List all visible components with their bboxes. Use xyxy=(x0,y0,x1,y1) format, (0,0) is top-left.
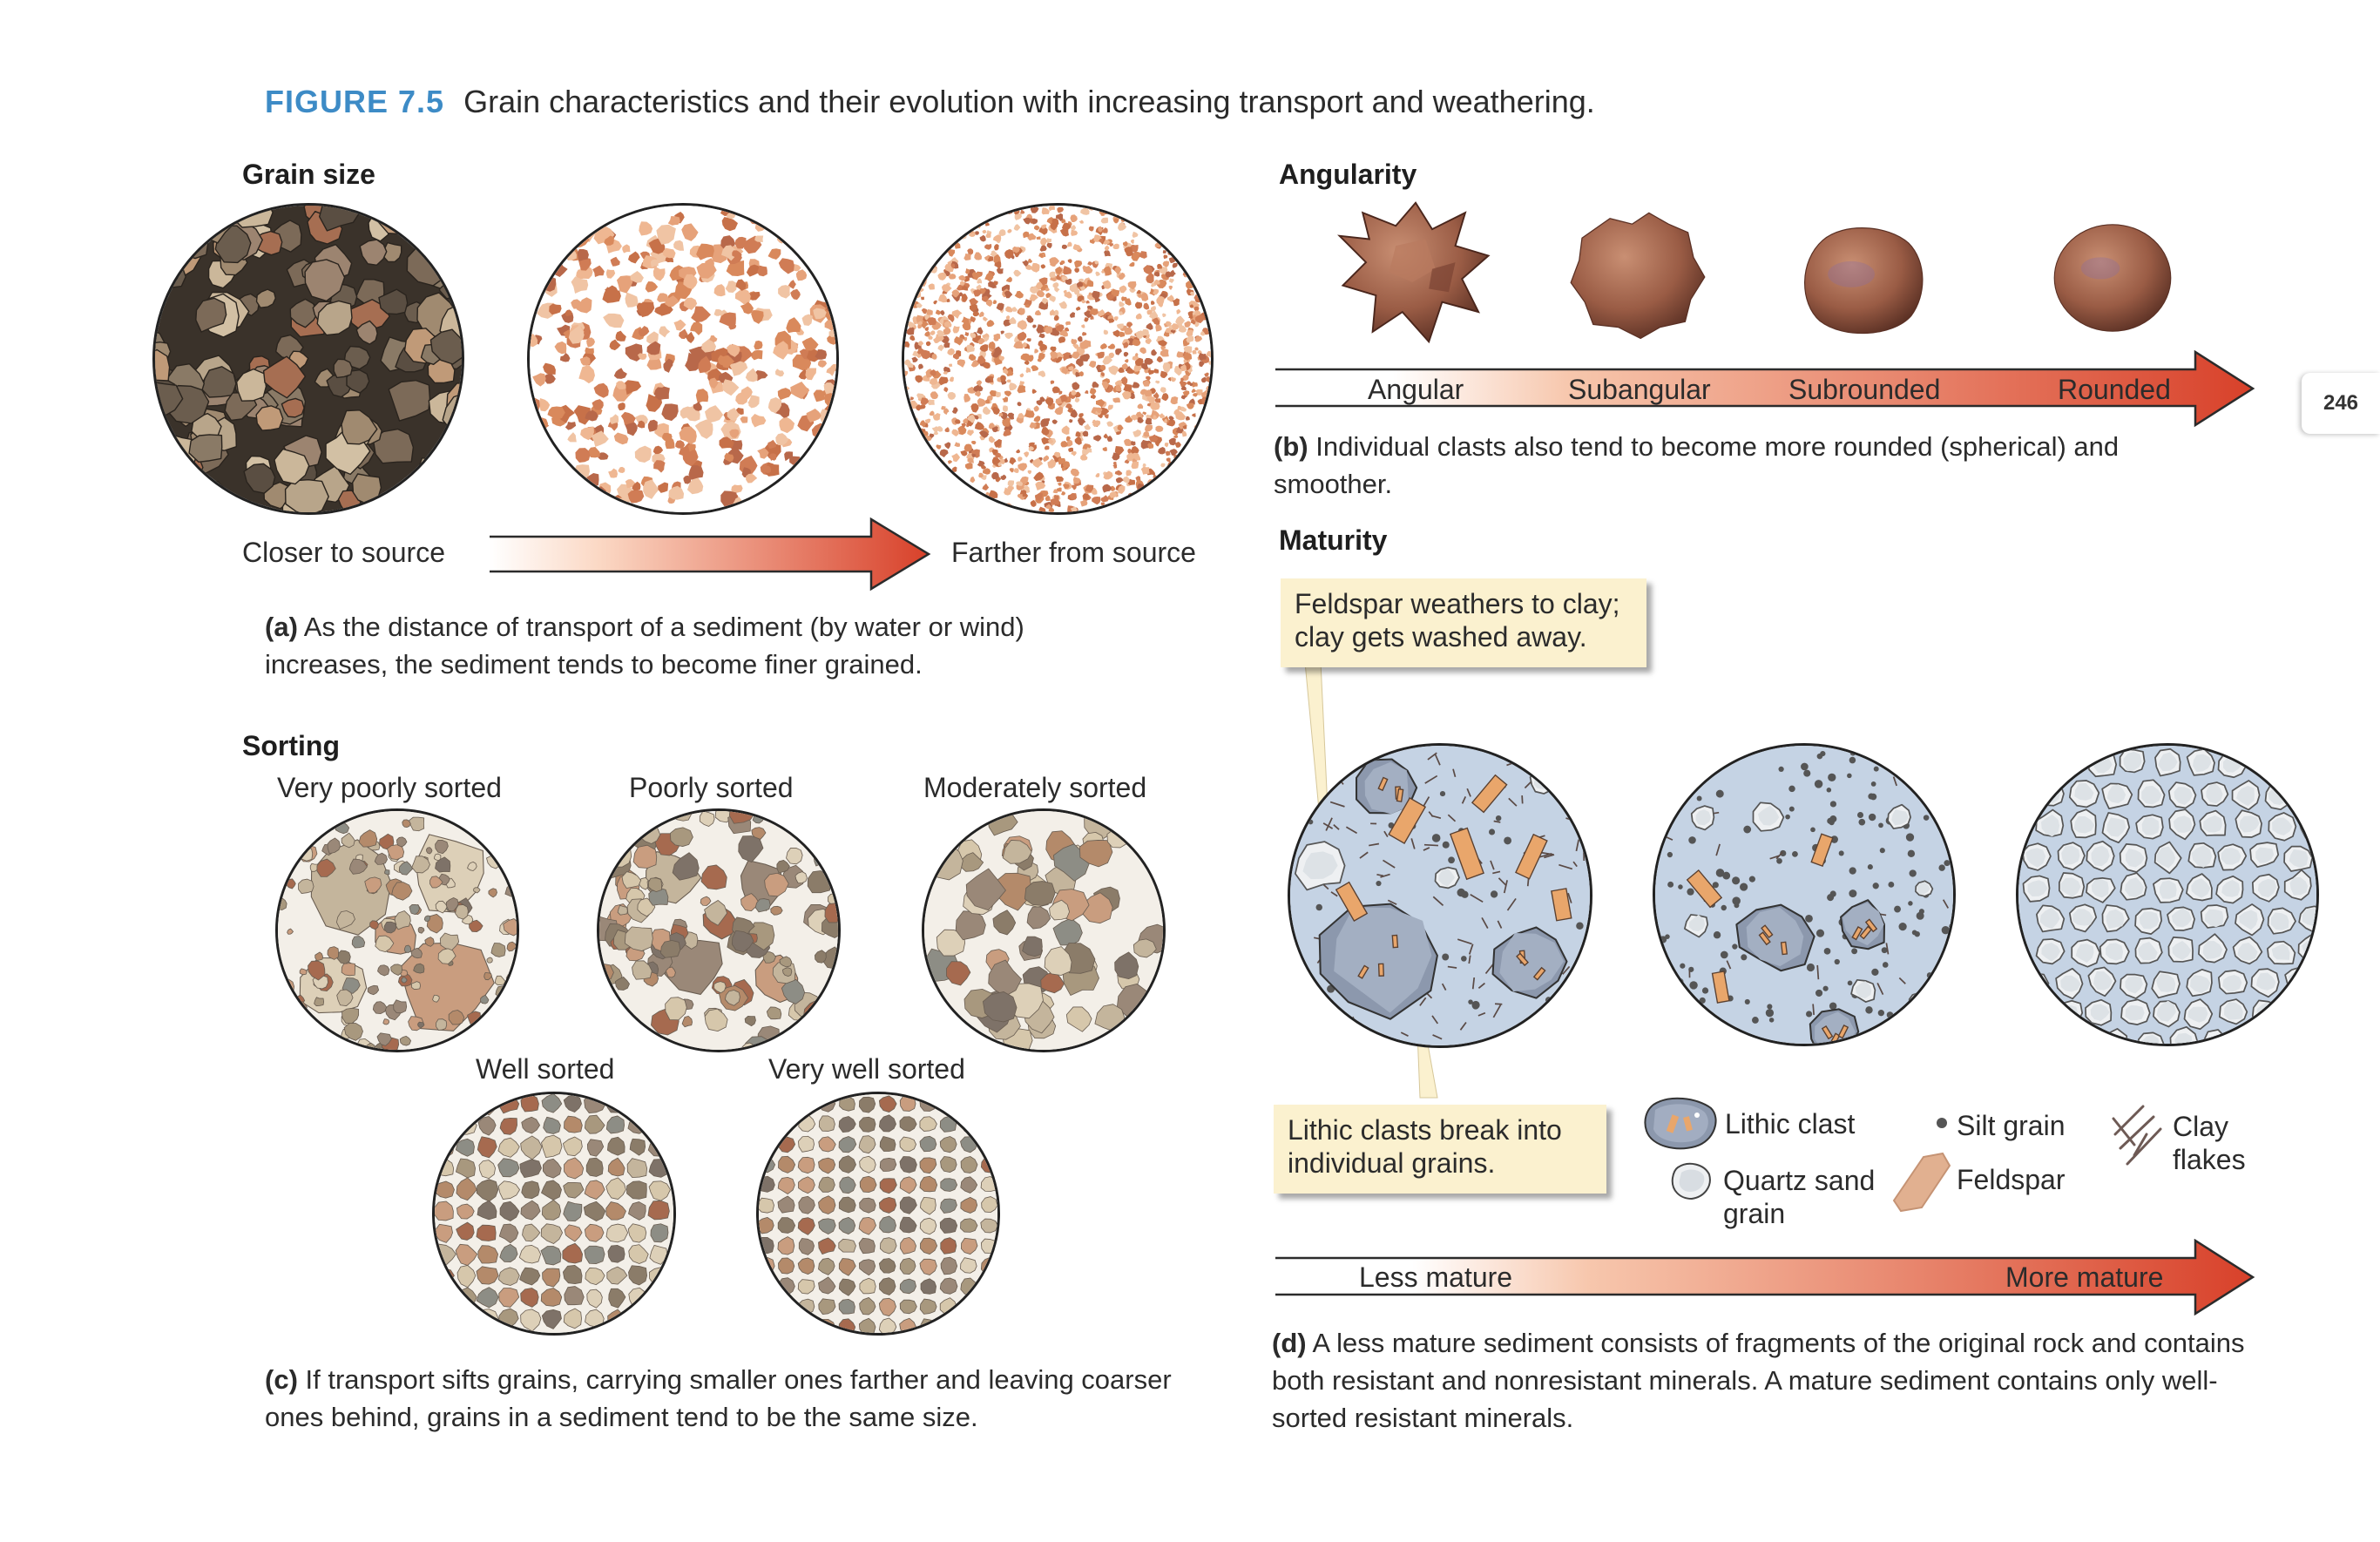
clay-flakes-legend-text: Clay flakes xyxy=(2173,1111,2246,1175)
rounded-clast-image xyxy=(2053,224,2172,332)
feldspar-callout: Feldspar weathers to clay; clay gets was… xyxy=(1281,578,1646,667)
very-well-sorted-circle xyxy=(756,1092,1000,1336)
angular-label: Angular xyxy=(1368,374,1464,405)
sort-label-very-poorly: Very poorly sorted xyxy=(277,772,502,803)
maturity-arrow xyxy=(1275,1239,2255,1316)
caption-c-letter: (c) xyxy=(265,1364,298,1395)
very-well-sorted-image xyxy=(759,1094,997,1333)
more-mature-label: More mature xyxy=(2005,1261,2164,1293)
caption-b: (b) Individual clasts also tend to becom… xyxy=(1274,428,2197,503)
quartz-grain-legend-text: Quartz sand grain xyxy=(1723,1165,1876,1229)
medium-sand-circle xyxy=(527,203,839,515)
immature-sediment-image xyxy=(1290,746,1590,1045)
figure-number: FIGURE 7.5 xyxy=(265,84,445,119)
very-poorly-sorted-circle xyxy=(275,808,519,1052)
caption-d-letter: (d) xyxy=(1272,1328,1307,1358)
fine-sand-circle xyxy=(902,203,1214,515)
very-poorly-sorted-image xyxy=(278,811,517,1050)
subrounded-label: Subrounded xyxy=(1788,374,1941,405)
moderately-sorted-image xyxy=(924,811,1163,1050)
caption-b-text: Individual clasts also tend to become mo… xyxy=(1274,431,2120,499)
medium-sand-image xyxy=(530,206,836,512)
angularity-arrow xyxy=(1275,350,2255,428)
rounded-label: Rounded xyxy=(2058,374,2171,405)
fine-sand-image xyxy=(904,206,1211,512)
farther-from-source-label: Farther from source xyxy=(951,537,1196,568)
moderately-sorted-circle xyxy=(922,808,1166,1052)
sort-label-moderately: Moderately sorted xyxy=(923,772,1147,803)
well-sorted-image xyxy=(435,1094,673,1333)
silt-grain-legend-icon xyxy=(1937,1118,1947,1128)
poorly-sorted-image xyxy=(599,811,838,1050)
caption-b-letter: (b) xyxy=(1274,431,1308,462)
caption-a-text: As the distance of transport of a sedime… xyxy=(265,612,1024,680)
mature-sediment-image xyxy=(2018,746,2316,1044)
immature-sediment-circle xyxy=(1288,743,1592,1048)
mature-sediment-circle xyxy=(2016,743,2319,1046)
caption-c: (c) If transport sifts grains, carrying … xyxy=(265,1361,1206,1436)
less-mature-label: Less mature xyxy=(1359,1261,1513,1293)
sort-label-very-well: Very well sorted xyxy=(768,1053,965,1085)
sort-label-poorly: Poorly sorted xyxy=(629,772,794,803)
quartz-grain-legend-icon xyxy=(1671,1162,1711,1200)
submature-sediment-image xyxy=(1655,746,1953,1044)
angularity-heading: Angularity xyxy=(1279,159,1417,190)
lithic-callout-text: Lithic clasts break into individual grai… xyxy=(1288,1114,1562,1179)
figure-title: FIGURE 7.5 Grain characteristics and the… xyxy=(265,84,1595,120)
grain-size-heading: Grain size xyxy=(242,159,375,190)
caption-a-letter: (a) xyxy=(265,612,298,642)
closer-to-source-label: Closer to source xyxy=(242,537,445,568)
feldspar-callout-text: Feldspar weathers to clay; clay gets was… xyxy=(1295,588,1620,653)
page-number-tab: 246 xyxy=(2302,373,2380,434)
silt-grain-legend-label: Silt grain xyxy=(1957,1110,2066,1141)
caption-c-text: If transport sifts grains, carrying smal… xyxy=(265,1364,1172,1432)
submature-sediment-circle xyxy=(1653,743,1956,1046)
sort-label-well: Well sorted xyxy=(476,1053,615,1085)
subangular-label: Subangular xyxy=(1568,374,1711,405)
poorly-sorted-circle xyxy=(597,808,841,1052)
quartz-grain-legend-label: Quartz sand grain xyxy=(1723,1164,1897,1230)
coarse-gravel-image xyxy=(155,206,462,512)
coarse-gravel-circle xyxy=(152,203,464,515)
clay-flakes-legend-icon xyxy=(2112,1105,2162,1166)
caption-d-text: A less mature sediment consists of fragm… xyxy=(1272,1328,2245,1433)
subangular-clast-image xyxy=(1570,212,1706,340)
caption-d: (d) A less mature sediment consists of f… xyxy=(1272,1324,2265,1437)
angular-clast-image xyxy=(1337,201,1491,344)
lithic-clast-legend-label: Lithic clast xyxy=(1725,1108,1856,1140)
sorting-heading: Sorting xyxy=(242,730,340,761)
clay-flakes-legend-label: Clay flakes xyxy=(2173,1110,2268,1176)
lithic-callout: Lithic clasts break into individual grai… xyxy=(1274,1105,1606,1194)
well-sorted-circle xyxy=(432,1092,676,1336)
feldspar-legend-label: Feldspar xyxy=(1957,1164,2066,1195)
figure-title-text: Grain characteristics and their evolutio… xyxy=(463,84,1595,119)
maturity-heading: Maturity xyxy=(1279,524,1388,556)
lithic-clast-legend-icon xyxy=(1644,1097,1717,1150)
feldspar-legend-icon xyxy=(1892,1152,1951,1213)
caption-a: (a) As the distance of transport of a se… xyxy=(265,608,1136,683)
subrounded-clast-image xyxy=(1804,227,1924,335)
grain-size-arrow xyxy=(490,517,931,592)
